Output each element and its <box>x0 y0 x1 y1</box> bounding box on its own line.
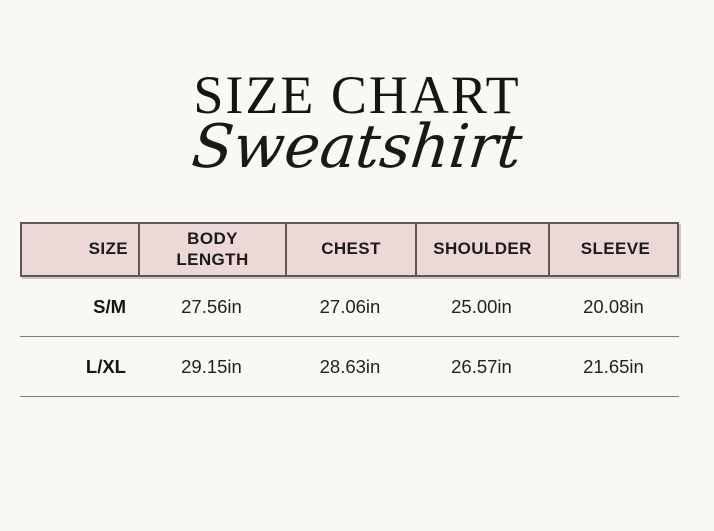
column-header-body-length: BODY LENGTH <box>140 224 287 275</box>
shoulder-value: 25.00in <box>451 295 512 317</box>
table-row-lxl: L/XL 29.15in 28.63in 26.57in 21.65in <box>20 337 679 397</box>
sleeve-value: 20.08in <box>583 295 644 317</box>
column-header-size: SIZE <box>22 224 140 275</box>
body-length-value: 27.56in <box>181 295 242 317</box>
page-subtitle: Sweatshirt <box>188 112 526 182</box>
column-header-label: BODY LENGTH <box>176 229 249 269</box>
column-header-sleeve: SLEEVE <box>550 224 681 275</box>
page-title: SIZE CHART <box>193 65 521 125</box>
column-header-label: SIZE <box>88 239 128 259</box>
column-header-label: CHEST <box>321 239 381 259</box>
table-header-row: SIZE BODY LENGTH CHEST SHOULDER SLEEVE <box>20 222 679 277</box>
column-header-label: SLEEVE <box>580 239 651 259</box>
size-label: S/M <box>93 295 126 317</box>
column-header-chest: CHEST <box>287 224 417 275</box>
size-table: SIZE BODY LENGTH CHEST SHOULDER SLEEVE S… <box>20 222 679 397</box>
shoulder-value: 26.57in <box>451 355 512 377</box>
chest-value: 28.63in <box>319 355 381 377</box>
column-header-shoulder: SHOULDER <box>417 224 550 275</box>
sleeve-value: 21.65in <box>583 355 644 377</box>
size-label: L/XL <box>85 355 126 377</box>
table-row-sm: S/M 27.56in 27.06in 25.00in 20.08in <box>20 277 679 337</box>
body-length-value: 29.15in <box>181 355 242 377</box>
chest-value: 27.06in <box>319 295 381 317</box>
column-header-label: SHOULDER <box>433 239 532 259</box>
